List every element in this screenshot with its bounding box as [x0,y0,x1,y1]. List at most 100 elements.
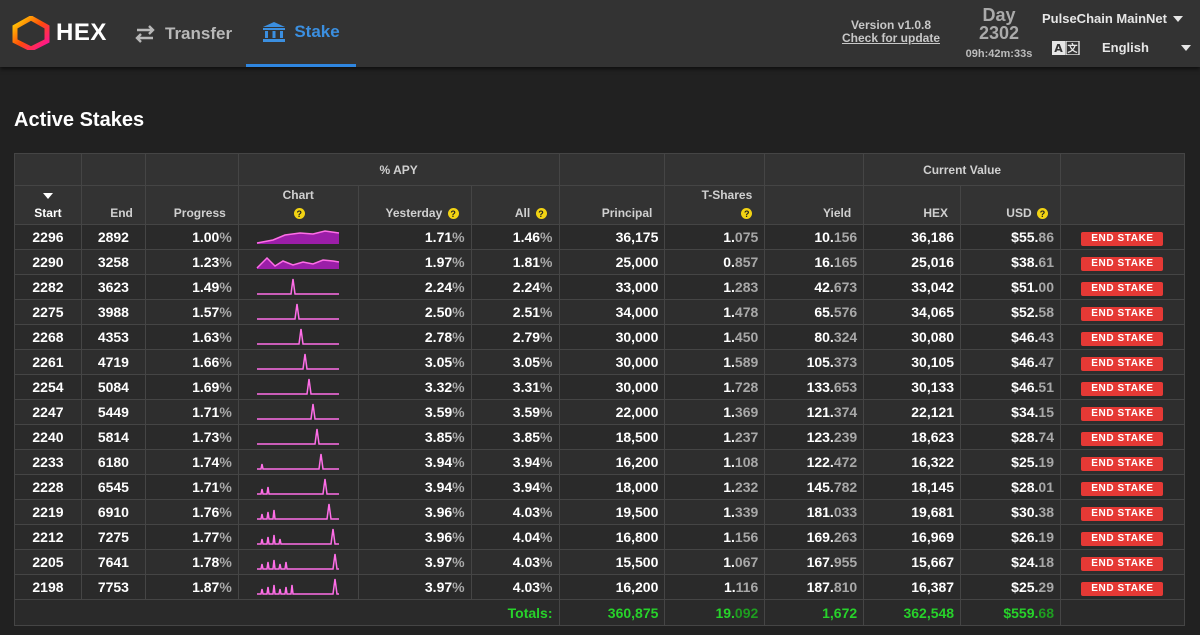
cell-tshares: 0.857 [664,249,766,275]
help-icon[interactable]: ? [293,208,305,220]
help-icon[interactable]: ? [535,208,547,220]
apy-sparkline [257,453,340,470]
cell-chart [237,349,359,375]
cell-yield: 145.782 [764,474,865,500]
end-stake-button[interactable]: END STAKE [1081,332,1164,346]
cell-principal: 19,500 [558,499,666,525]
end-stake-button[interactable]: END STAKE [1081,232,1164,246]
cell-yield: 65.576 [764,299,865,325]
table-row: 2247 5449 1.71% 3.59% 3.59% 22,000 1.369 121.37… [14,399,1186,425]
table-row: 2212 7275 1.77% 3.96% 4.04% 16,800 1.156 169.26… [14,524,1186,550]
network-selector[interactable]: PulseChain MainNet [1042,11,1183,26]
cell-yesterday: 3.96% [357,499,472,525]
help-icon[interactable]: ? [447,208,459,220]
cell-yesterday: 2.78% [357,324,472,350]
apy-sparkline [257,328,340,345]
end-stake-button[interactable]: END STAKE [1081,507,1164,521]
cell-chart [237,499,359,525]
cell-start: 2290 [14,249,82,275]
cell-principal: 16,200 [558,574,666,600]
end-stake-button[interactable]: END STAKE [1081,457,1164,471]
cell-hex: 30,080 [863,324,962,350]
cell-start: 2219 [14,499,82,525]
cell-action: END STAKE [1059,424,1186,450]
hex-logo[interactable]: HEX [12,16,107,50]
cell-usd: $26.19 [960,524,1061,550]
cell-principal: 22,000 [558,399,666,425]
cell-start: 2198 [14,574,82,600]
end-stake-button[interactable]: END STAKE [1081,532,1164,546]
cell-end: 6910 [80,499,146,525]
table-row: 2198 7753 1.87% 3.97% 4.03% 16,200 1.116 187.81… [14,574,1186,600]
cell-tshares: 1.075 [664,224,766,250]
cell-chart [237,224,359,250]
end-stake-button[interactable]: END STAKE [1081,382,1164,396]
cell-yesterday: 3.94% [357,474,472,500]
cell-yesterday: 3.05% [357,349,472,375]
cell-yesterday: 2.24% [357,274,472,300]
col-usd-header[interactable]: USD ? [960,185,1061,225]
hex-logo-icon [12,16,50,50]
tab-stake[interactable]: Stake [246,0,356,67]
apy-sparkline [257,230,340,244]
cell-usd: $46.47 [960,349,1061,375]
cell-chart [237,399,359,425]
header-empty [144,153,239,186]
col-hex-header[interactable]: HEX [863,185,962,225]
col-yield-header[interactable]: Yield [764,185,865,225]
cell-all: 4.04% [470,524,560,550]
col-yesterday-header[interactable]: Yesterday ? [357,185,472,225]
cell-hex: 22,121 [863,399,962,425]
col-chart-label: Chart [282,188,314,202]
cell-yield: 80.324 [764,324,865,350]
end-stake-button[interactable]: END STAKE [1081,582,1164,596]
end-stake-button[interactable]: END STAKE [1081,257,1164,271]
cell-tshares: 1.450 [664,324,766,350]
page-title: Active Stakes [14,109,145,131]
check-update-link[interactable]: Check for update [841,31,940,45]
cell-action: END STAKE [1059,374,1186,400]
cell-principal: 34,000 [558,299,666,325]
cell-progress: 1.87% [144,574,239,600]
table-row: 2219 6910 1.76% 3.96% 4.03% 19,500 1.339 181.03… [14,499,1186,525]
col-end-header[interactable]: End [80,185,146,225]
cell-all: 2.79% [470,324,560,350]
table-row: 2275 3988 1.57% 2.50% 2.51% 34,000 1.478 65.576… [14,299,1186,325]
col-principal-header[interactable]: Principal [558,185,666,225]
day-countdown: 09h:42m:33s [965,48,1033,60]
end-stake-button[interactable]: END STAKE [1081,482,1164,496]
table-row: 2261 4719 1.66% 3.05% 3.05% 30,000 1.589 105.37… [14,349,1186,375]
end-stake-button[interactable]: END STAKE [1081,307,1164,321]
help-icon[interactable]: ? [1036,208,1048,220]
cell-end: 6180 [80,449,146,475]
col-progress-header[interactable]: Progress [144,185,239,225]
end-stake-button[interactable]: END STAKE [1081,557,1164,571]
col-start-header[interactable]: Start [14,185,82,225]
day-counter: Day 2302 09h:42m:33s [958,6,1040,60]
cell-principal: 16,200 [558,449,666,475]
cell-hex: 18,145 [863,474,962,500]
end-stake-button[interactable]: END STAKE [1081,432,1164,446]
cell-progress: 1.23% [144,249,239,275]
end-stake-button[interactable]: END STAKE [1081,282,1164,296]
cell-chart [237,424,359,450]
end-stake-button[interactable]: END STAKE [1081,357,1164,371]
total-hex: 362,548 [863,599,962,626]
cell-start: 2240 [14,424,82,450]
header-empty [764,153,865,186]
cell-yield: 16.165 [764,249,865,275]
cell-yesterday: 3.59% [357,399,472,425]
cell-yesterday: 2.50% [357,299,472,325]
cell-progress: 1.73% [144,424,239,450]
col-tshares-header[interactable]: T-Shares ? [664,185,766,225]
cell-principal: 16,800 [558,524,666,550]
cell-chart [237,374,359,400]
day-number: 2302 [978,23,1020,43]
help-icon[interactable]: ? [741,208,753,220]
cell-usd: $28.01 [960,474,1061,500]
end-stake-button[interactable]: END STAKE [1081,407,1164,421]
tab-transfer[interactable]: Transfer [133,0,232,67]
col-all-header[interactable]: All ? [470,185,560,225]
